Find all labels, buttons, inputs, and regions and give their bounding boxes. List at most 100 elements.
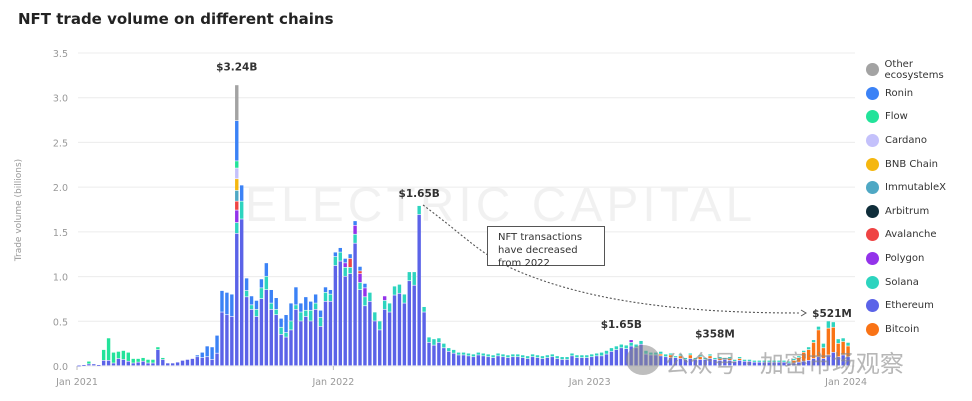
bar-segment-solana <box>590 354 594 357</box>
bar-segment-ethereum <box>323 301 328 366</box>
bar-segment-ethereum <box>752 362 757 366</box>
bar-segment-solana <box>511 354 515 357</box>
bar-segment-ethereum <box>294 309 298 366</box>
bar-segment-ronin <box>323 287 328 293</box>
bar-segment-solana <box>535 355 540 358</box>
bar-segment-solana <box>323 292 328 302</box>
bar-segment-ethereum <box>757 362 762 366</box>
bar-segment-solana <box>412 272 416 285</box>
bar-segment-solana <box>723 357 727 360</box>
bar-segment-ethereum <box>461 355 466 366</box>
bar-segment-polygon <box>382 296 387 301</box>
bar-segment-ethereum <box>762 362 766 366</box>
bar-segment-solana <box>663 354 668 357</box>
bar-segment-bitcoin <box>728 358 732 361</box>
bar-segment-solana <box>353 234 357 243</box>
bar-segment-solana <box>461 352 466 355</box>
bar-segment-solana <box>348 267 352 274</box>
bar-segment-solana <box>274 309 278 315</box>
bar-segment-ethereum <box>698 359 702 366</box>
bar-segment-solana <box>737 357 742 359</box>
electric-capital-watermark: ELECTRIC CAPITAL <box>245 179 757 232</box>
bar-segment-solana <box>407 272 412 281</box>
bar-segment-solana <box>585 355 589 358</box>
bar-segment-solana <box>397 284 402 293</box>
legend-label: Other ecosystems <box>884 58 944 81</box>
bar-segment-flow <box>141 357 145 361</box>
annotation-label: $358M <box>695 329 735 341</box>
bar-segment-solana <box>614 346 619 350</box>
bar-segment-ronin <box>358 266 362 271</box>
bar-segment-ronin <box>289 303 293 321</box>
legend-item: Cardano <box>866 129 972 153</box>
bar-segment-ethereum <box>402 303 407 366</box>
bar-segment-ethereum <box>442 348 446 366</box>
bar-segment-ethereum <box>619 348 623 366</box>
bar-segment-solana <box>555 356 559 359</box>
bar-segment-ethereum <box>392 295 397 366</box>
bar-segment-solana <box>264 276 269 290</box>
bar-segment-ethereum <box>170 363 175 366</box>
bar-segment-ethereum <box>683 359 688 366</box>
bar-segment-solana <box>333 256 338 266</box>
bar-segment-solana <box>363 297 367 306</box>
bar-segment-solana <box>693 357 697 360</box>
trend-arrow <box>422 204 801 314</box>
bar-segment-avalanche <box>235 201 239 210</box>
bar-segment-solana <box>309 310 313 321</box>
x-tick-label: Jan 2021 <box>55 377 98 388</box>
bar-segment-ethereum <box>787 363 791 366</box>
bar-segment-solana <box>846 342 850 346</box>
bar-segment-flow <box>151 359 155 363</box>
bar-segment-bitcoin <box>802 352 806 361</box>
bar-segment-flow <box>156 347 160 350</box>
bar-segment-flow <box>136 358 140 362</box>
bar-segment-ethereum <box>580 357 584 366</box>
legend-swatch-icon <box>866 181 879 195</box>
annotation-label: $1.65B <box>399 188 440 200</box>
bar-segment-solana <box>575 355 579 358</box>
bar-segment-ethereum <box>313 309 318 366</box>
legend-item: Polygon <box>866 247 972 271</box>
bar-segment-ethereum <box>432 345 436 366</box>
bar-segment-ronin <box>244 278 249 291</box>
bar-segment-other-ecosystems <box>235 85 239 121</box>
bar-segment-solana <box>239 201 244 219</box>
bar-segment-ethereum <box>437 342 441 366</box>
bar-segment-ronin <box>210 347 214 360</box>
bar-segment-ethereum <box>599 356 604 366</box>
chart-title: NFT trade volume on different chains <box>18 10 334 28</box>
bar-segment-solana <box>254 309 259 317</box>
bar-segment-solana <box>358 282 362 290</box>
y-axis-label: Trade volume (billions) <box>14 159 24 262</box>
legend-item: ImmutableX <box>866 176 972 200</box>
legend-swatch-icon <box>866 110 879 124</box>
x-tick-label: Jan 2024 <box>824 377 867 388</box>
bar-segment-ronin <box>264 263 269 276</box>
bar-segment-ethereum <box>116 358 121 366</box>
bar-segment-ethereum <box>451 353 456 366</box>
bar-segment-solana <box>516 354 520 357</box>
bar-segment-cardano <box>235 168 239 179</box>
bar-segment-ethereum <box>668 357 673 366</box>
bar-segment-solana <box>831 322 835 327</box>
bar-segment-ronin <box>230 294 234 317</box>
bar-segment-solana <box>402 294 407 303</box>
bar-segment-ethereum <box>146 363 150 366</box>
legend-item: Bitcoin <box>866 318 972 342</box>
bar-segment-flow <box>146 359 150 363</box>
bar-segment-ethereum <box>264 289 269 366</box>
bar-segment-flow <box>126 352 130 361</box>
bar-segment-ethereum <box>708 358 712 366</box>
bar-segment-solana <box>619 344 623 348</box>
bar-segment-solana <box>343 267 347 276</box>
bar-segment-ethereum <box>378 330 382 366</box>
bar-segment-ethereum <box>456 355 461 366</box>
bar-segment-ethereum <box>545 357 550 366</box>
legend-item: Ethereum <box>866 294 972 318</box>
legend-swatch-icon <box>866 157 879 171</box>
bar-segment-ethereum <box>190 358 195 366</box>
bar-segment-ronin <box>274 298 278 310</box>
bar-segment-ethereum <box>77 365 81 367</box>
bar-segment-ethereum <box>397 293 402 366</box>
